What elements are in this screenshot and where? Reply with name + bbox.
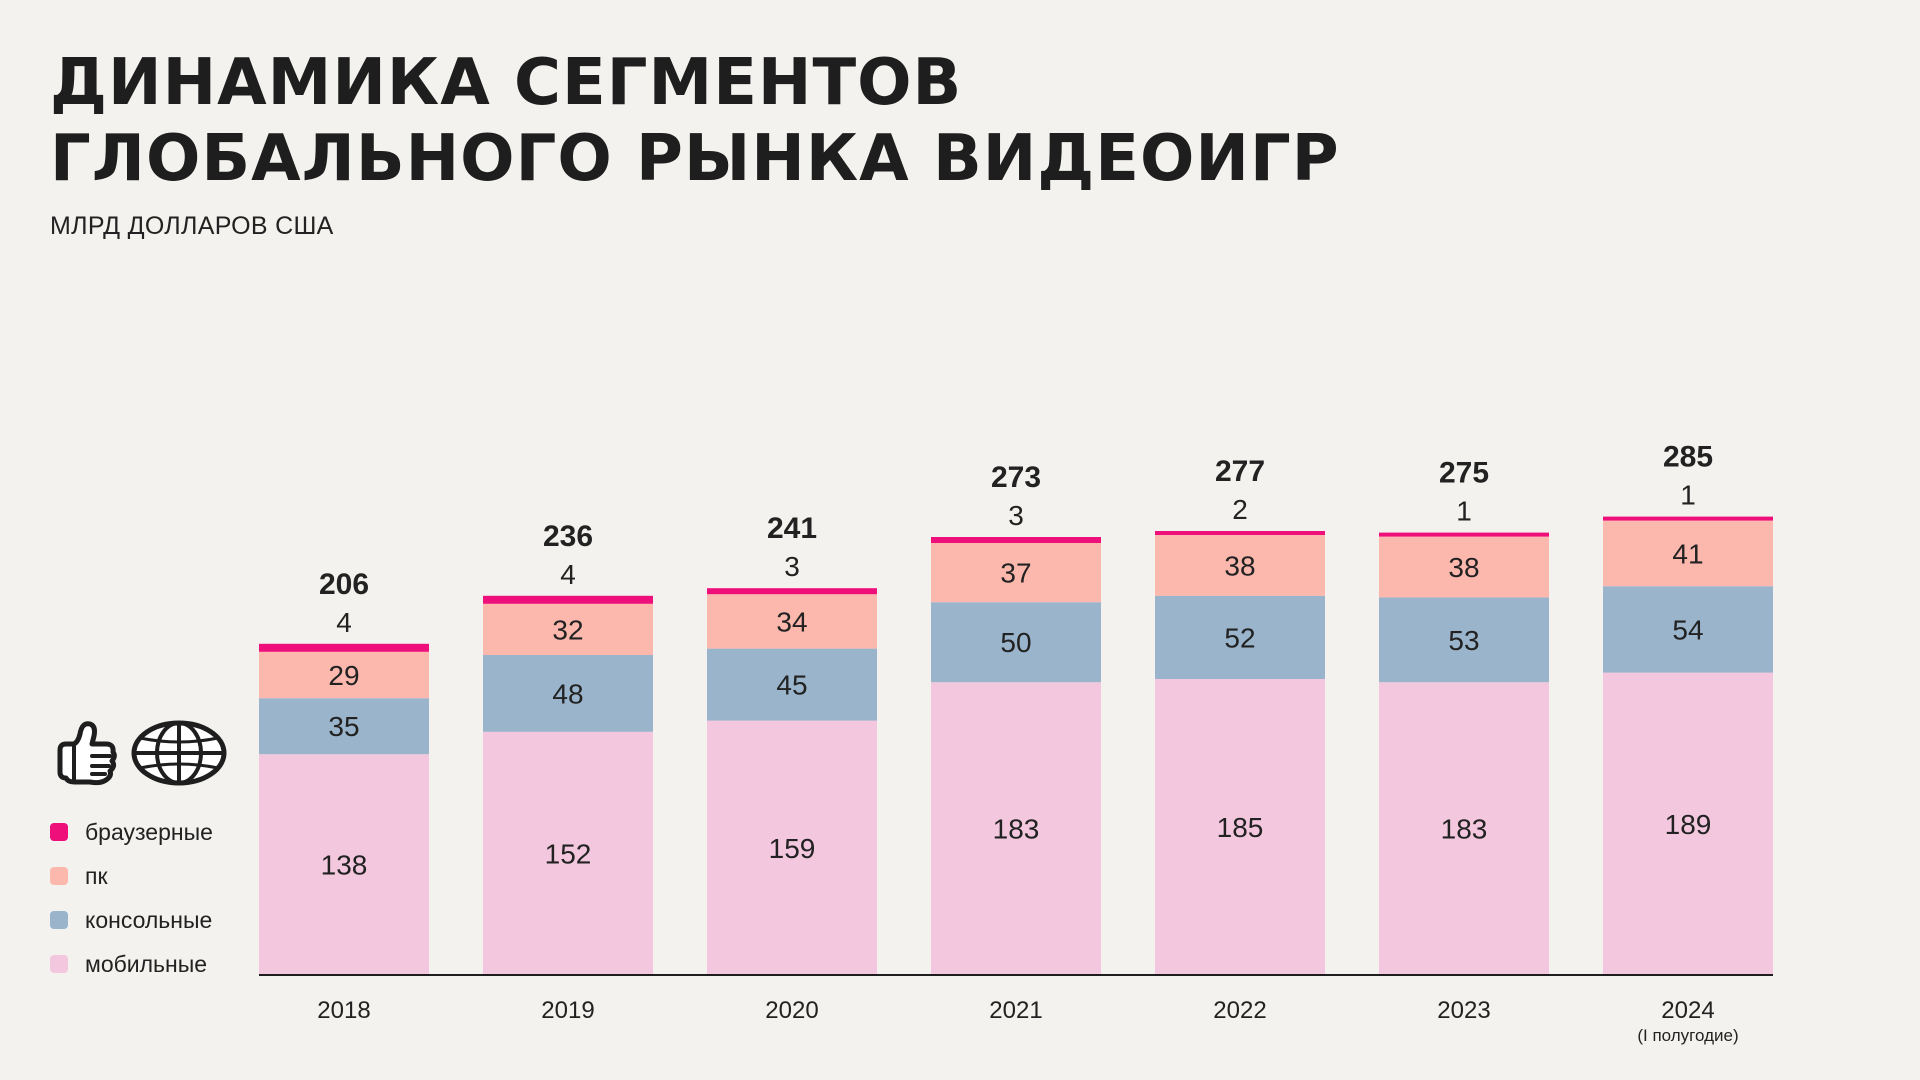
legend-item-browser: браузерные bbox=[50, 810, 213, 854]
x-tick-label-2021: 2021 bbox=[989, 997, 1042, 1024]
x-tick-label-2019: 2019 bbox=[541, 997, 594, 1024]
data-label-mobile-2023: 183 bbox=[1441, 814, 1488, 845]
bar-segment-browser-2020 bbox=[707, 588, 877, 595]
data-label-console-2021: 50 bbox=[1000, 627, 1031, 658]
legend-swatch-mobile bbox=[50, 955, 68, 973]
data-label-browser-2020: 3 bbox=[784, 551, 800, 582]
bar-segment-pc-2021 bbox=[931, 543, 1101, 603]
data-label-mobile-2021: 183 bbox=[993, 814, 1040, 845]
data-label-browser-2022: 2 bbox=[1232, 494, 1248, 525]
total-label-2024: 285 bbox=[1663, 441, 1713, 474]
data-label-browser-2021: 3 bbox=[1008, 500, 1024, 531]
icon-group bbox=[50, 716, 230, 793]
data-label-mobile-2019: 152 bbox=[545, 838, 592, 869]
data-label-browser-2024: 1 bbox=[1680, 480, 1696, 511]
bar-segment-mobile-2022 bbox=[1155, 679, 1325, 975]
legend-swatch-pc bbox=[50, 867, 68, 885]
bar-segment-pc-2023 bbox=[1379, 536, 1549, 598]
bar-segment-browser-2019 bbox=[483, 595, 653, 604]
bar-segment-mobile-2023 bbox=[1379, 682, 1549, 975]
legend-label-pc: пк bbox=[85, 862, 108, 889]
bar-segment-console-2019 bbox=[483, 655, 653, 732]
total-label-2021: 273 bbox=[991, 461, 1041, 494]
data-label-console-2022: 52 bbox=[1224, 622, 1255, 653]
bar-segment-mobile-2024 bbox=[1603, 672, 1773, 975]
data-label-pc-2024: 41 bbox=[1672, 538, 1703, 569]
data-label-mobile-2020: 159 bbox=[769, 833, 816, 864]
data-label-browser-2019: 4 bbox=[560, 559, 576, 590]
bar-segment-console-2024 bbox=[1603, 586, 1773, 673]
x-tick-label-2023: 2023 bbox=[1437, 997, 1490, 1024]
x-tick-label-2020: 2020 bbox=[765, 997, 818, 1024]
bar-segment-console-2021 bbox=[931, 602, 1101, 683]
data-label-console-2018: 35 bbox=[328, 711, 359, 742]
total-label-2019: 236 bbox=[543, 520, 593, 553]
data-label-console-2020: 45 bbox=[776, 670, 807, 701]
data-label-console-2024: 54 bbox=[1672, 614, 1703, 645]
data-label-pc-2019: 32 bbox=[552, 614, 583, 645]
data-label-mobile-2024: 189 bbox=[1665, 809, 1712, 840]
legend-item-console: консольные bbox=[50, 898, 213, 942]
legend-label-browser: браузерные bbox=[85, 818, 213, 845]
legend-label-mobile: мобильные bbox=[85, 950, 208, 977]
thumbs-up-icon bbox=[57, 721, 117, 786]
title-line-2: ГЛОБАЛЬНОГО РЫНКА ВИДЕОИГР bbox=[50, 122, 1340, 196]
data-label-browser-2018: 4 bbox=[336, 607, 352, 638]
bar-segment-pc-2020 bbox=[707, 594, 877, 649]
bar-segment-browser-2024 bbox=[1603, 516, 1773, 521]
data-label-mobile-2018: 138 bbox=[321, 850, 368, 881]
legend-label-console: консольные bbox=[85, 906, 213, 933]
bar-segment-mobile-2021 bbox=[931, 682, 1101, 975]
bar-segment-console-2023 bbox=[1379, 597, 1549, 683]
legend-item-mobile: мобильные bbox=[50, 942, 213, 986]
bar-segment-browser-2022 bbox=[1155, 531, 1325, 535]
bar-segment-console-2018 bbox=[259, 698, 429, 755]
x-tick-label-2022: 2022 bbox=[1213, 997, 1266, 1024]
legend-swatch-console bbox=[50, 911, 68, 929]
total-label-2022: 277 bbox=[1215, 455, 1265, 488]
bar-segment-console-2020 bbox=[707, 648, 877, 721]
total-label-2023: 275 bbox=[1439, 457, 1489, 490]
data-label-console-2023: 53 bbox=[1448, 625, 1479, 656]
title-line-1: ДИНАМИКА СЕГМЕНТОВ bbox=[50, 46, 963, 120]
data-label-pc-2018: 29 bbox=[328, 660, 359, 691]
bar-segment-pc-2019 bbox=[483, 603, 653, 655]
legend-swatch-browser bbox=[50, 823, 68, 841]
x-tick-label-2024: 2024 bbox=[1661, 997, 1714, 1024]
bar-segment-pc-2022 bbox=[1155, 535, 1325, 596]
bar-segment-mobile-2018 bbox=[259, 754, 429, 975]
bar-segment-browser-2018 bbox=[259, 643, 429, 652]
bar-segment-browser-2021 bbox=[931, 537, 1101, 543]
bar-segment-pc-2018 bbox=[259, 651, 429, 699]
total-label-2020: 241 bbox=[767, 512, 817, 545]
x-tick-label-2018: 2018 bbox=[317, 997, 370, 1024]
bar-segment-mobile-2020 bbox=[707, 720, 877, 975]
data-label-pc-2022: 38 bbox=[1224, 550, 1255, 581]
globe-icon bbox=[131, 720, 227, 786]
data-label-pc-2021: 37 bbox=[1000, 558, 1031, 589]
bar-segment-pc-2024 bbox=[1603, 520, 1773, 587]
page-title: ДИНАМИКА СЕГМЕНТОВ ГЛОБАЛЬНОГО РЫНКА ВИД… bbox=[50, 45, 1340, 197]
data-label-pc-2023: 38 bbox=[1448, 552, 1479, 583]
data-label-pc-2020: 34 bbox=[776, 606, 807, 637]
bar-segment-mobile-2019 bbox=[483, 731, 653, 975]
data-label-console-2019: 48 bbox=[552, 678, 583, 709]
data-label-browser-2023: 1 bbox=[1456, 496, 1472, 527]
data-label-mobile-2022: 185 bbox=[1217, 812, 1264, 843]
bar-segment-console-2022 bbox=[1155, 595, 1325, 679]
chart-legend: браузерные пк консольные мобильные bbox=[50, 810, 213, 986]
x-tick-note-2024: (I полугодие) bbox=[1637, 1026, 1738, 1045]
chart-subtitle: МЛРД ДОЛЛАРОВ США bbox=[50, 212, 334, 240]
legend-item-pc: пк bbox=[50, 854, 213, 898]
bar-segment-browser-2023 bbox=[1379, 532, 1549, 537]
total-label-2018: 206 bbox=[319, 568, 369, 601]
